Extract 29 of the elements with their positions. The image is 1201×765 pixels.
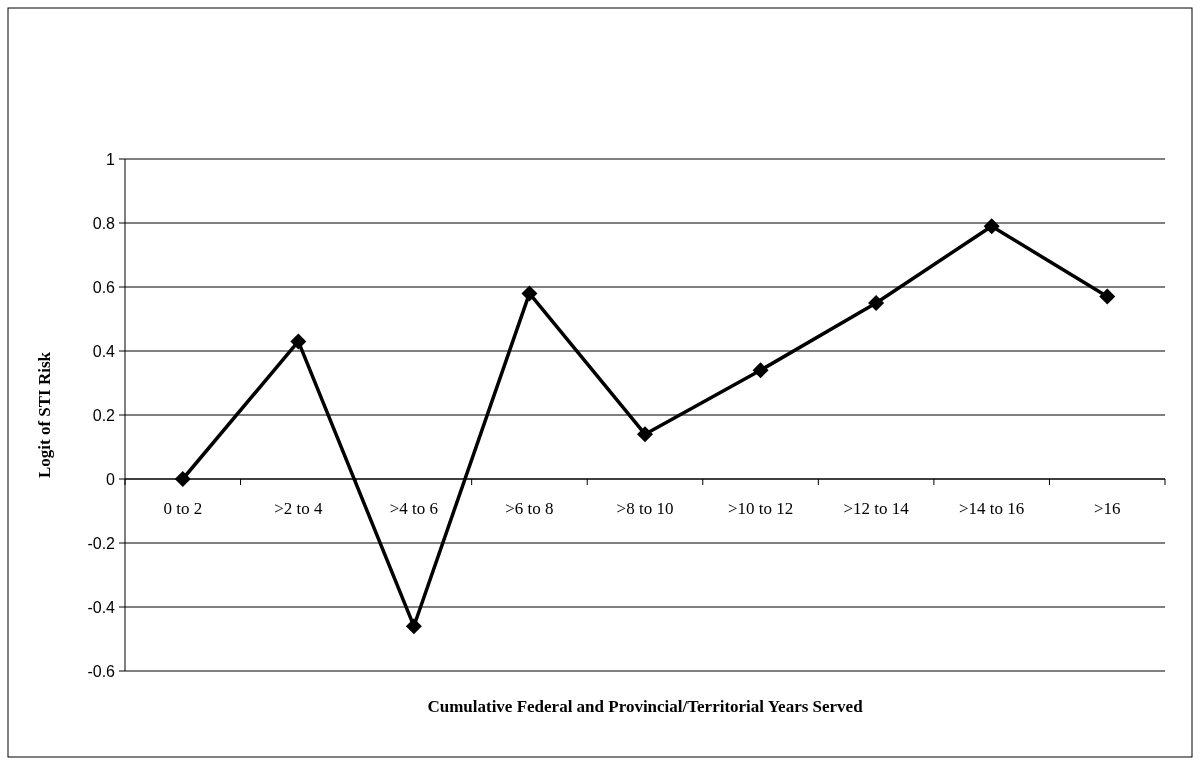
y-tick-label: -0.4 (87, 598, 116, 616)
x-tick-label: 0 to 2 (163, 499, 203, 518)
x-tick-label: >10 to 12 (727, 499, 794, 518)
point (637, 426, 653, 443)
y-tick-label: 0.8 (92, 214, 116, 232)
x-tick-label: >8 to 10 (616, 499, 674, 518)
y-tick-label: 1 (106, 150, 116, 168)
y-tick-label: 0 (106, 470, 116, 488)
point (1099, 288, 1116, 305)
x-tick-label: >12 to 14 (843, 499, 910, 518)
point (174, 471, 191, 487)
point (983, 218, 1000, 235)
point (290, 333, 307, 350)
point (405, 618, 422, 635)
x-tick-label: >4 to 6 (389, 499, 439, 518)
x-tick-label: >2 to 4 (274, 499, 323, 518)
x-axis-title: Cumulative Federal and Provincial/Territorial Years Served (427, 697, 864, 716)
y-tick-label: -0.2 (87, 534, 116, 552)
point (868, 295, 885, 311)
point (752, 362, 769, 379)
x-tick-label: >16 (1093, 499, 1121, 518)
x-tick-label: >14 to 16 (959, 499, 1025, 518)
y-tick-label: 0.4 (92, 342, 116, 360)
y-tick-label: -0.6 (87, 662, 116, 680)
point (521, 285, 538, 302)
y-axis-title: Logit of STI Risk (35, 351, 54, 479)
y-tick-label: 0.2 (92, 406, 116, 424)
x-tick-label: >6 to 8 (505, 499, 554, 518)
y-tick-label: 0.6 (92, 278, 116, 296)
